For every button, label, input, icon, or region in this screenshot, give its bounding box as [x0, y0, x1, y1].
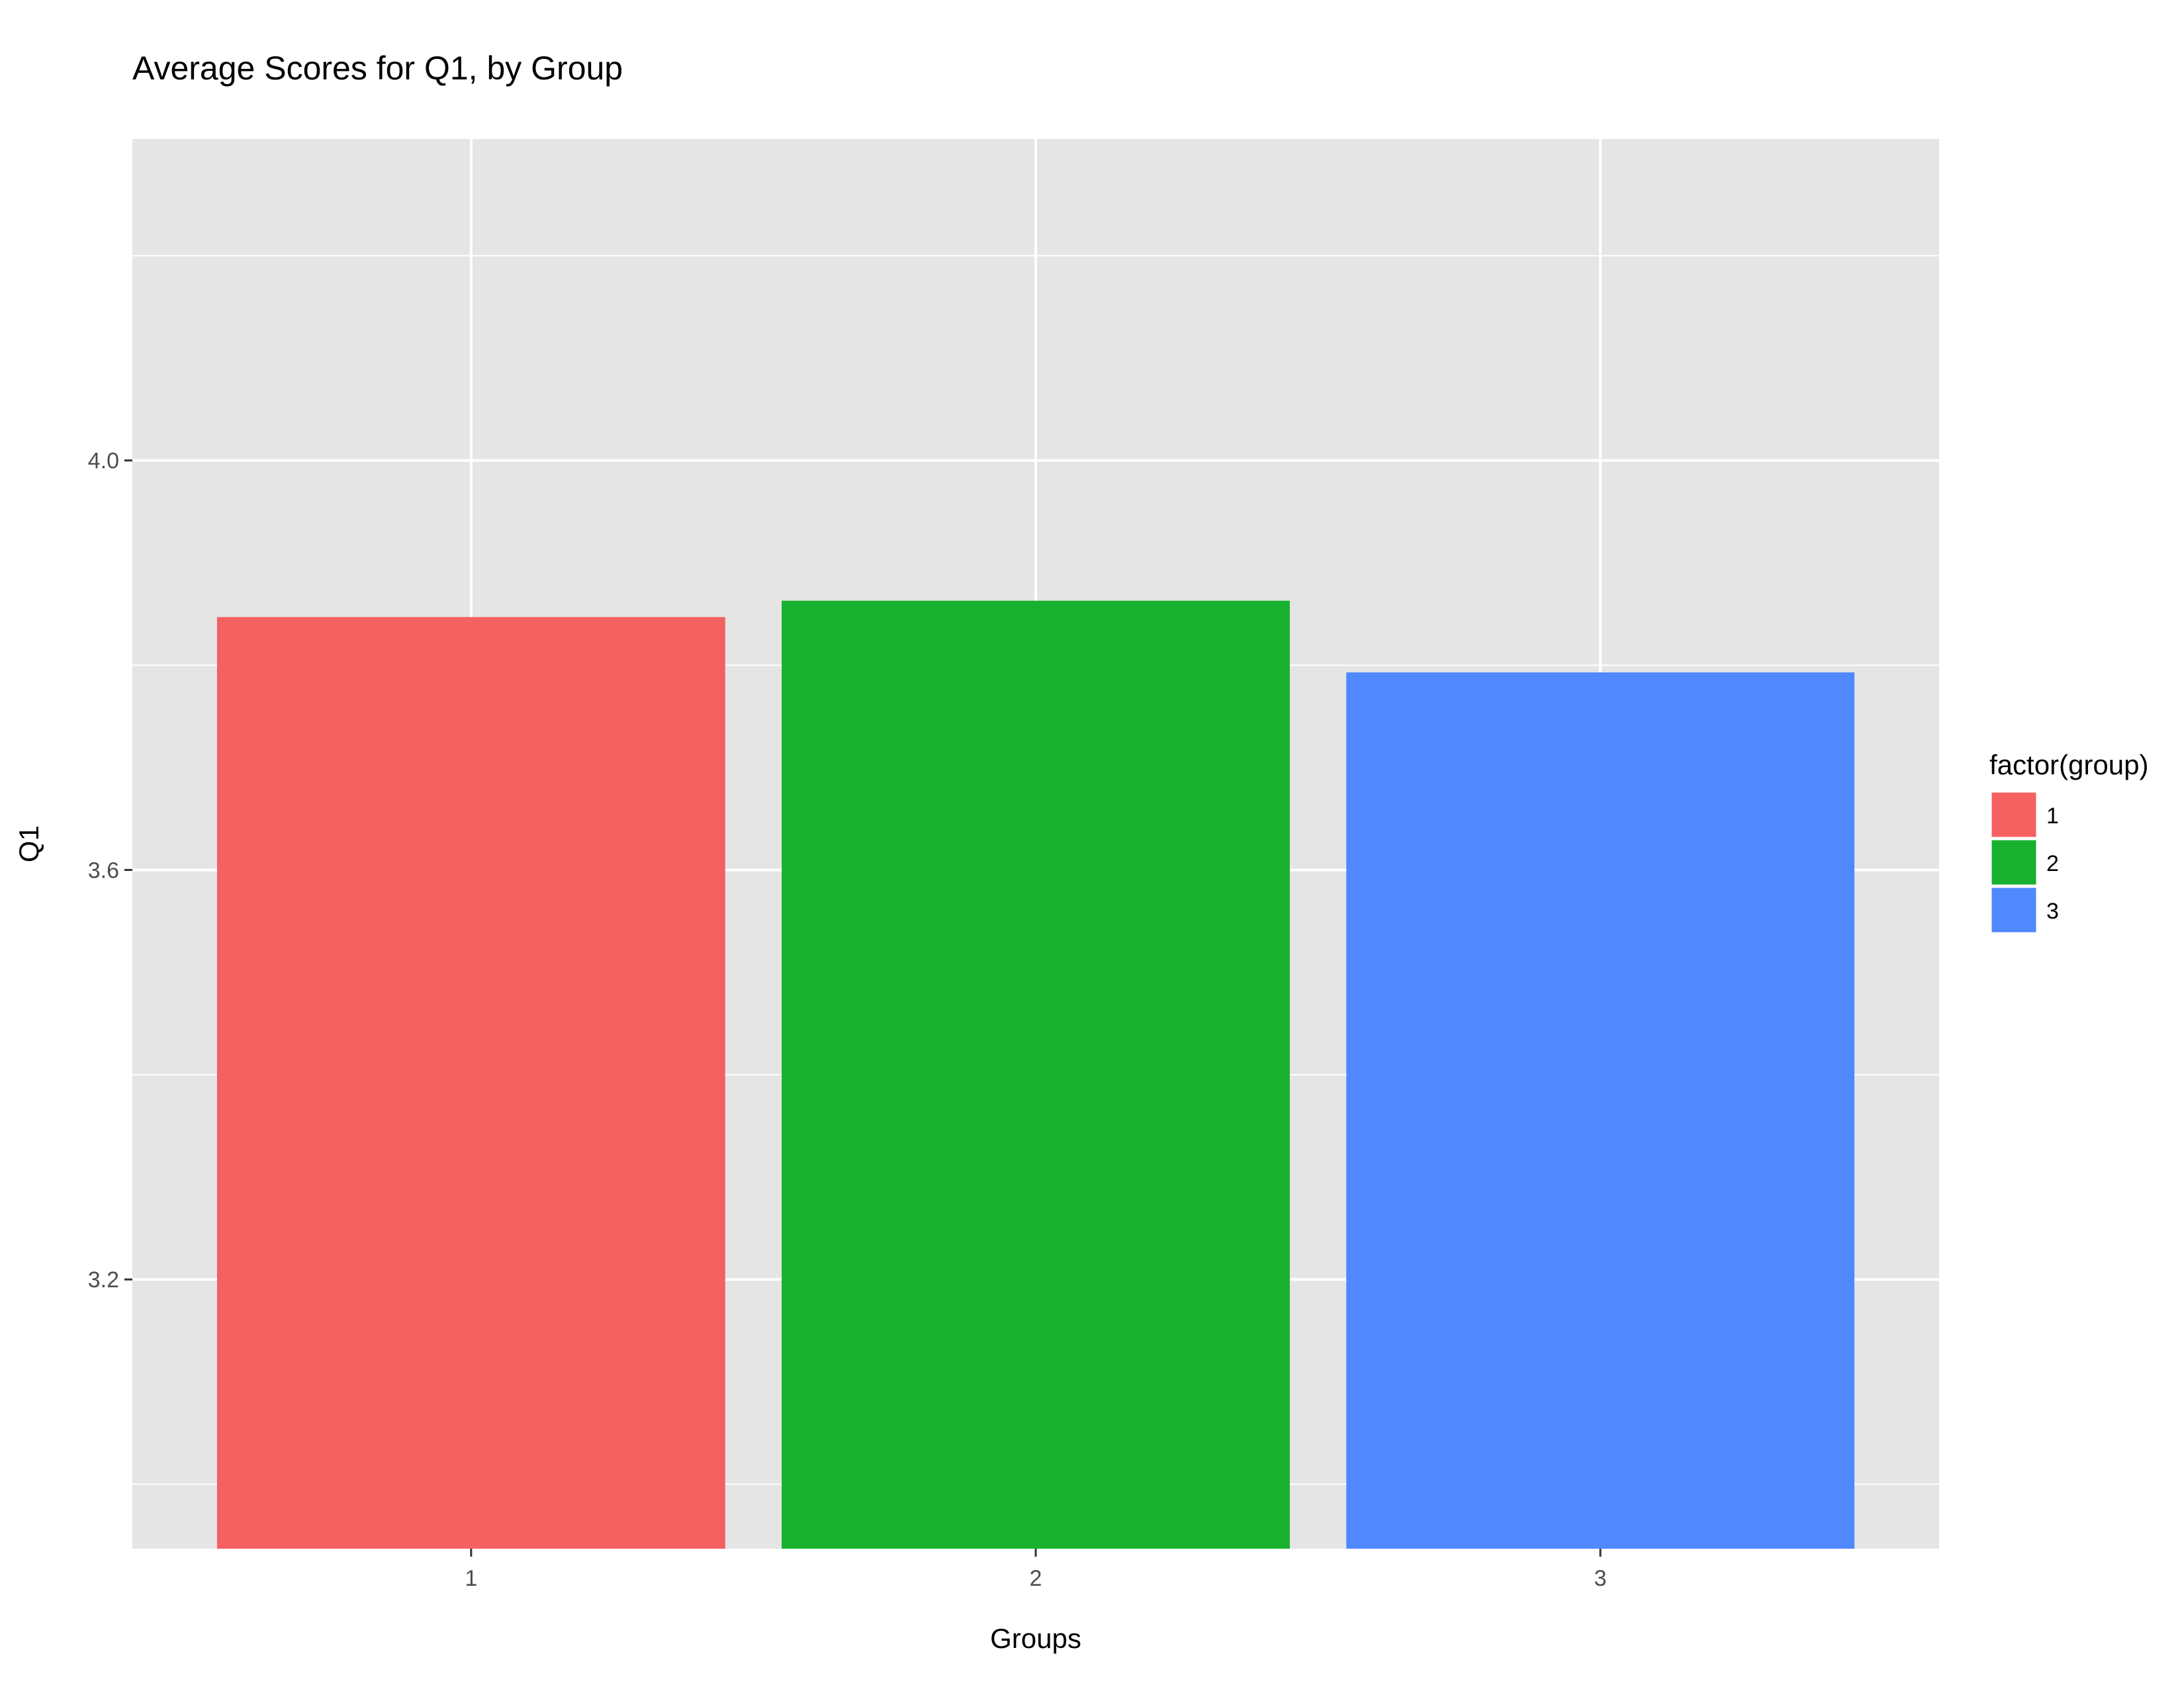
- y-tick-label: 3.6: [88, 858, 119, 883]
- legend-key-2: [1989, 838, 2038, 887]
- x-tick-label: 3: [1594, 1566, 1607, 1591]
- y-axis: 3.2 3.6 4.0: [88, 449, 132, 1293]
- legend-title: factor(group): [1989, 749, 2148, 780]
- legend-label-1: 1: [2046, 803, 2059, 829]
- bar-group-1: [216, 617, 725, 1549]
- bar-group-2: [782, 600, 1290, 1549]
- chart-title: Average Scores for Q1, by Group: [132, 50, 623, 87]
- legend: factor(group) 1 2 3: [1989, 749, 2148, 935]
- bar-group-3: [1346, 672, 1855, 1549]
- x-axis-title: Groups: [990, 1623, 1081, 1654]
- x-tick-label: 2: [1030, 1566, 1042, 1591]
- bars: [216, 600, 1855, 1549]
- y-tick-label: 4.0: [88, 449, 119, 474]
- legend-label-3: 3: [2046, 899, 2059, 924]
- x-tick-label: 1: [465, 1566, 477, 1591]
- x-axis: 1 2 3: [465, 1549, 1607, 1591]
- legend-label-2: 2: [2046, 851, 2059, 876]
- legend-key-1: [1989, 790, 2038, 839]
- legend-key-3: [1989, 886, 2038, 935]
- y-tick-label: 3.2: [88, 1267, 119, 1293]
- y-axis-title: Q1: [13, 825, 44, 862]
